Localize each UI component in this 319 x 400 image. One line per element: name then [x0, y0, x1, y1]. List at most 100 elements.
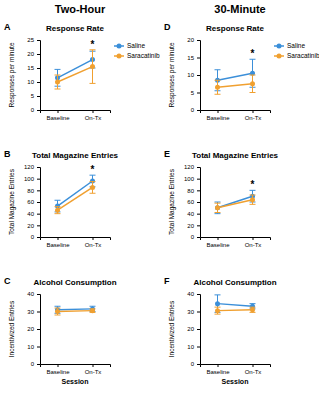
error-cap	[90, 181, 96, 182]
error-cap	[90, 193, 96, 194]
y-axis-line	[197, 41, 201, 111]
y-tick: 20	[187, 37, 200, 43]
error-cap	[215, 203, 221, 204]
error-bar	[90, 309, 96, 313]
x-tick-label: Baseline	[46, 369, 70, 375]
y-tick-mark	[37, 110, 40, 111]
error-cap	[215, 307, 221, 308]
x-axis-line	[41, 238, 111, 241]
y-tick-mark	[37, 179, 40, 180]
y-axis-title: Incentivized Entries	[8, 300, 15, 357]
panel-letter: E	[164, 149, 170, 159]
y-tick-label: 15	[187, 55, 194, 61]
x-tick: Baseline	[206, 237, 230, 248]
error-bar	[55, 75, 61, 89]
x-axis-line	[201, 238, 271, 241]
y-tick: 40	[27, 291, 40, 297]
x-tick-label: On-Tx	[245, 242, 262, 248]
y-axis-title: Total Magazine Entries	[168, 168, 176, 235]
y-tick: 120	[24, 164, 40, 170]
y-axis: 020406080100120	[24, 164, 41, 240]
y-tick-mark	[37, 364, 40, 365]
y-tick-mark	[37, 96, 40, 97]
y-tick-label: 60	[187, 199, 194, 205]
y-tick-label: 80	[187, 188, 194, 194]
legend: SalineSaracatinib	[274, 42, 319, 59]
legend-marker	[117, 54, 122, 59]
error-cap	[55, 89, 61, 90]
y-tick-label: 40	[27, 291, 34, 297]
chart-title: Alcohol Consumption	[33, 278, 116, 287]
y-tick: 0	[31, 107, 40, 113]
error-cap	[215, 202, 221, 203]
y-tick-mark	[37, 225, 40, 226]
annotation: *	[91, 39, 95, 50]
y-tick-mark	[37, 167, 40, 168]
plot-area	[55, 175, 96, 214]
y-tick-label: 40	[27, 211, 34, 217]
y-tick-mark	[37, 294, 40, 295]
data-point	[250, 307, 255, 312]
data-point	[55, 80, 60, 85]
y-axis: 020406080100120	[184, 164, 201, 240]
y-tick-label: 20	[187, 326, 194, 332]
x-tick-mark	[218, 237, 219, 240]
y-tick-label: 0	[191, 361, 195, 367]
y-axis-title: Incentivized Entries	[168, 300, 175, 357]
series-line	[218, 304, 253, 307]
y-tick-mark	[37, 190, 40, 191]
x-tick-label: On-Tx	[85, 369, 102, 375]
y-tick: 10	[27, 344, 40, 350]
x-tick-mark	[58, 110, 59, 113]
y-tick-label: 0	[191, 234, 195, 240]
y-tick: 0	[31, 361, 40, 367]
y-tick: 0	[31, 234, 40, 240]
series-line	[218, 309, 253, 311]
error-cap	[55, 69, 61, 70]
error-cap	[55, 306, 61, 307]
data-point	[215, 205, 220, 210]
error-bar	[55, 308, 61, 315]
x-tick: On-Tx	[245, 110, 262, 121]
y-tick-label: 20	[187, 223, 194, 229]
x-tick: On-Tx	[245, 237, 262, 248]
data-point	[55, 208, 60, 213]
y-tick: 25	[27, 37, 40, 43]
y-tick: 60	[187, 199, 200, 205]
y-tick-label: 10	[27, 344, 34, 350]
error-bar	[215, 307, 221, 314]
y-tick: 40	[187, 291, 200, 297]
legend-label: Saline	[127, 42, 145, 49]
chart-title: Alcohol Consumption	[193, 278, 276, 287]
error-bar	[90, 50, 96, 84]
x-tick: On-Tx	[85, 110, 102, 121]
plot-area	[215, 190, 256, 213]
x-tick-mark	[58, 237, 59, 240]
y-tick-mark	[37, 237, 40, 238]
y-tick-mark	[197, 202, 200, 203]
x-tick-mark	[218, 110, 219, 113]
y-tick-mark	[197, 312, 200, 313]
y-tick-mark	[197, 93, 200, 94]
y-tick-mark	[37, 329, 40, 330]
legend-marker	[277, 44, 282, 49]
panel: Two-HourAResponse Rate0510152025Baseline…	[4, 3, 160, 121]
error-bar	[55, 200, 61, 212]
data-point	[215, 205, 220, 210]
y-tick-mark	[37, 312, 40, 313]
y-tick-mark	[197, 364, 200, 365]
x-axis: BaselineOn-Tx	[201, 364, 271, 375]
x-tick-mark	[93, 110, 94, 113]
x-tick-mark	[218, 364, 219, 367]
y-tick-mark	[197, 190, 200, 191]
x-tick-mark	[93, 237, 94, 240]
error-cap	[55, 315, 61, 316]
panel: BTotal Magazine Entries020406080100120Ba…	[4, 149, 119, 248]
x-tick-label: Baseline	[206, 369, 230, 375]
x-tick-label: On-Tx	[245, 115, 262, 121]
plot-area	[55, 306, 96, 315]
x-axis: Baseline On-Tx	[201, 237, 271, 248]
y-axis-line	[37, 168, 41, 238]
y-axis: 010203040	[187, 291, 200, 367]
panel-letter: B	[4, 149, 11, 159]
